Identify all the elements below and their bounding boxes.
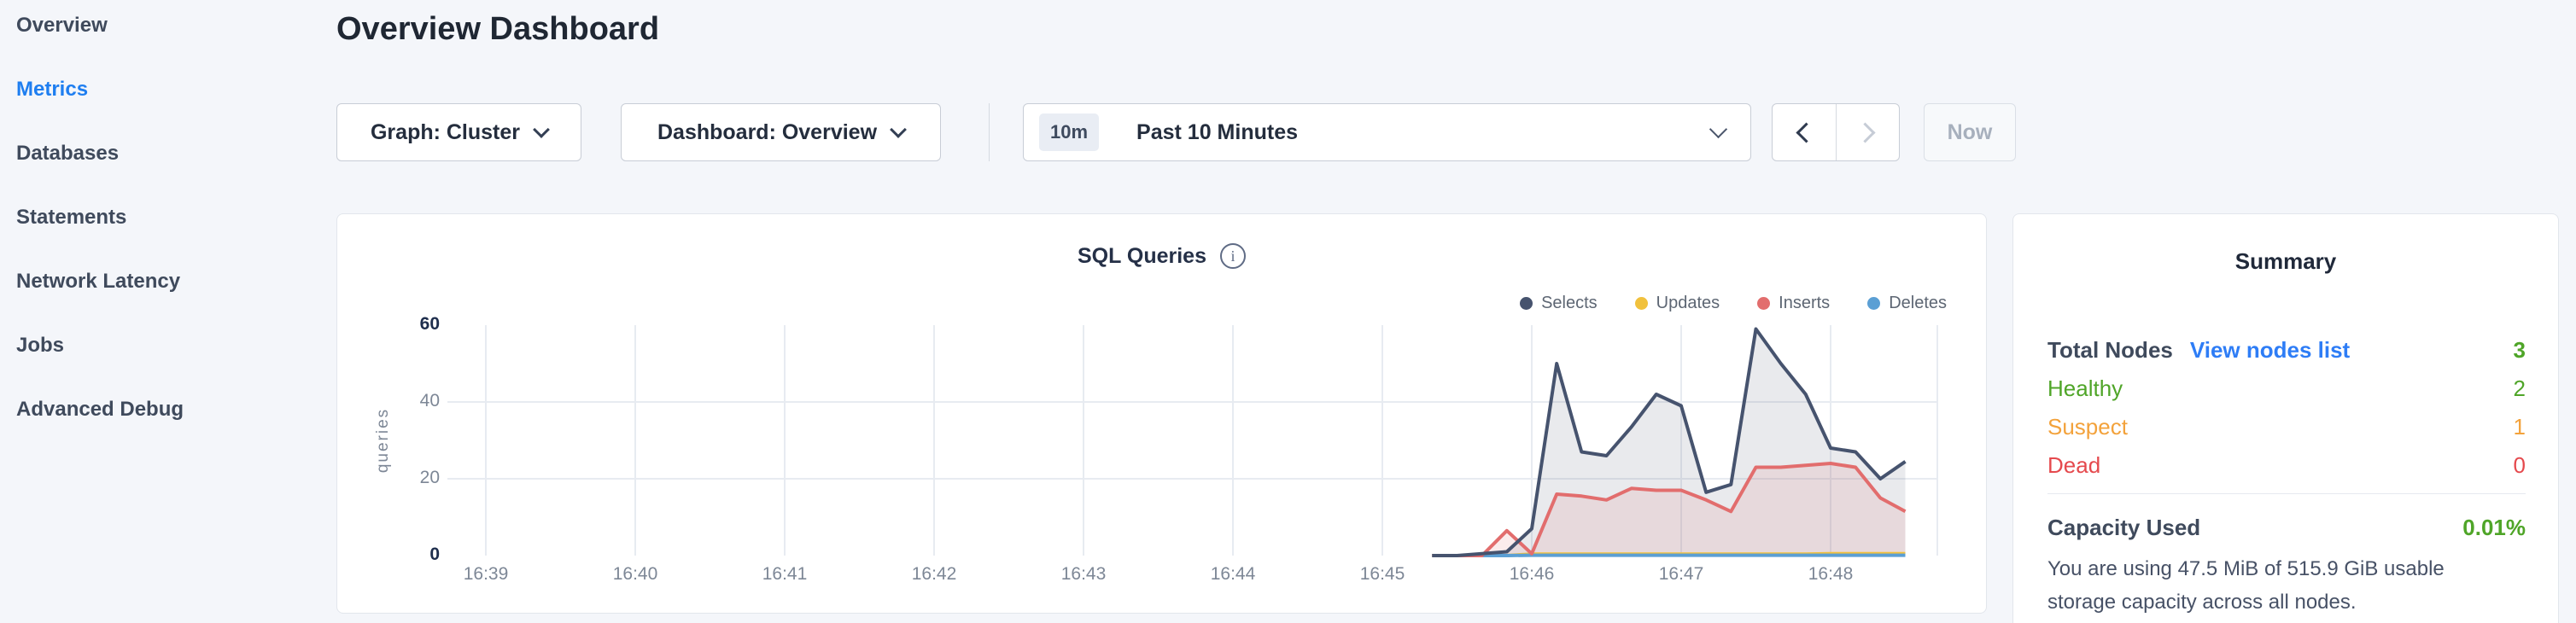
now-button[interactable]: Now (1924, 103, 2016, 161)
sidebar-item-statements[interactable]: Statements (16, 206, 127, 229)
chevron-down-icon (1709, 119, 1728, 138)
view-nodes-list-link[interactable]: View nodes list (2189, 337, 2351, 363)
sidebar-item-network-latency[interactable]: Network Latency (16, 270, 181, 293)
dashboard-dropdown[interactable]: Dashboard: Overview (621, 103, 941, 161)
summary-row-total-nodes: Total Nodes View nodes list 3 (2047, 337, 2526, 364)
y-axis-title: queries (374, 407, 392, 474)
legend-item-deletes[interactable]: Deletes (1867, 294, 1947, 313)
summary-row-value: 0 (2513, 452, 2526, 478)
y-tick-label: 20 (419, 468, 440, 487)
y-tick-label: 60 (419, 314, 440, 334)
legend-label: Inserts (1779, 294, 1831, 312)
dashboard-dropdown-label: Dashboard: Overview (657, 119, 878, 144)
chart-title-row: SQL Queries i (337, 243, 1986, 269)
x-tick-label: 16:44 (1210, 564, 1256, 584)
legend-item-selects[interactable]: Selects (1520, 294, 1598, 313)
legend-label: Selects (1541, 294, 1598, 312)
capacity-used-description: You are using 47.5 MiB of 515.9 GiB usab… (2047, 557, 2445, 614)
sidebar-item-overview[interactable]: Overview (16, 14, 108, 37)
summary-row-label: Healthy (2047, 376, 2123, 401)
time-range-label: Past 10 Minutes (1136, 119, 1298, 144)
y-tick-label: 40 (419, 391, 440, 410)
chevron-down-icon (533, 121, 550, 138)
next-time-window-button[interactable] (1835, 104, 1900, 160)
capacity-used-label: Capacity Used (2047, 515, 2201, 540)
sidebar-item-metrics[interactable]: Metrics (16, 78, 89, 101)
chevron-left-icon (1796, 121, 1817, 143)
time-range-selector[interactable]: 10m Past 10 Minutes (1023, 103, 1751, 161)
legend-item-updates[interactable]: Updates (1634, 294, 1720, 313)
series-line-selects (1432, 327, 1907, 557)
x-tick-label: 16:42 (911, 564, 957, 584)
info-icon[interactable]: i (1220, 243, 1246, 269)
x-tick-label: 16:39 (463, 564, 509, 584)
x-tick-label: 16:41 (762, 564, 808, 584)
legend-label: Deletes (1889, 294, 1947, 312)
summary-row-healthy: Healthy 2 (2047, 376, 2526, 402)
chart-legend: Selects Updates Inserts Deletes (1520, 294, 1947, 313)
legend-dot-icon (1757, 297, 1771, 310)
sidebar-item-advanced-debug[interactable]: Advanced Debug (16, 398, 184, 421)
summary-row-label: Total Nodes (2047, 337, 2173, 363)
y-tick-label: 0 (429, 544, 440, 564)
sidebar-item-databases[interactable]: Databases (16, 142, 120, 165)
graph-scope-dropdown-label: Graph: Cluster (370, 119, 521, 144)
now-button-label: Now (1947, 119, 1993, 144)
summary-title: Summary (2234, 248, 2337, 274)
x-tick-label: 16:40 (612, 564, 658, 584)
time-range-badge: 10m (1039, 114, 1100, 151)
summary-row-suspect: Suspect 1 (2047, 414, 2526, 440)
x-tick-label: 16:46 (1509, 564, 1555, 584)
summary-row-value: 3 (2513, 337, 2526, 363)
previous-time-window-button[interactable] (1773, 104, 1836, 160)
x-tick-label: 16:45 (1359, 564, 1405, 584)
summary-row-label: Dead (2047, 452, 2101, 478)
legend-item-inserts[interactable]: Inserts (1757, 294, 1830, 313)
summary-row-label: Suspect (2047, 414, 2128, 440)
capacity-used-value: 0.01% (2462, 515, 2526, 540)
series-line-inserts (1432, 462, 1907, 557)
controls-divider (989, 103, 990, 161)
summary-row-dead: Dead 0 (2047, 452, 2526, 479)
chevron-down-icon (890, 121, 907, 138)
x-tick-label: 16:43 (1060, 564, 1107, 584)
sql-queries-chart[interactable] (337, 214, 1988, 614)
legend-dot-icon (1634, 297, 1648, 310)
graph-scope-dropdown[interactable]: Graph: Cluster (336, 103, 581, 161)
summary-divider (2047, 493, 2526, 494)
capacity-used-row: Capacity Used 0.01% (2047, 515, 2526, 541)
series-area-inserts (1432, 463, 1906, 556)
summary-panel: Summary Total Nodes View nodes list 3 Healt… (2012, 213, 2559, 623)
sidebar-item-jobs[interactable]: Jobs (16, 334, 65, 357)
summary-row-value: 1 (2513, 414, 2526, 440)
x-tick-label: 16:48 (1808, 564, 1854, 584)
chart-title: SQL Queries (1078, 243, 1206, 268)
legend-label: Updates (1656, 294, 1720, 312)
time-pager (1772, 103, 1900, 161)
chevron-right-icon (1855, 121, 1876, 143)
summary-row-value: 2 (2513, 376, 2526, 401)
x-tick-label: 16:47 (1658, 564, 1704, 584)
page-title: Overview Dashboard (336, 11, 660, 47)
legend-dot-icon (1867, 297, 1881, 310)
legend-dot-icon (1520, 297, 1533, 310)
sql-queries-chart-card: SQL Queries i Selects Updates Inserts Delet… (336, 213, 1987, 614)
series-area-selects (1432, 329, 1906, 556)
